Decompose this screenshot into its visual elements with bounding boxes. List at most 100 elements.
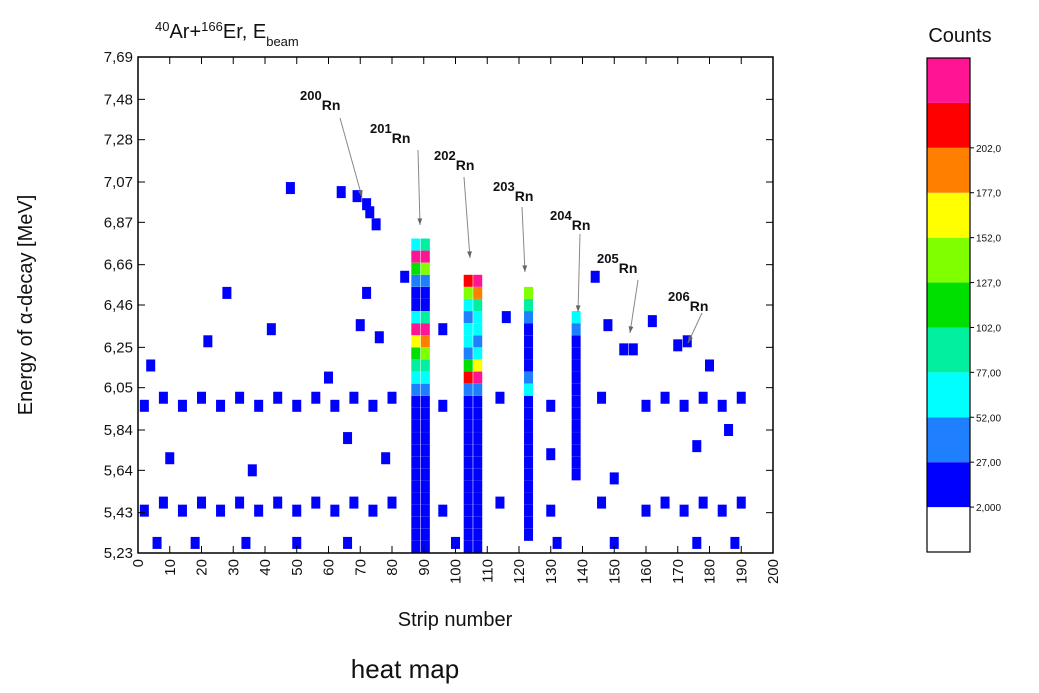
heat-cell [473, 504, 483, 517]
y-tick-label: 7,48 [104, 91, 133, 108]
x-axis-label: Strip number [398, 609, 513, 631]
heat-cell [420, 480, 430, 493]
heat-cell [571, 311, 581, 324]
heat-cell [411, 323, 421, 336]
heat-cell [524, 419, 534, 432]
heat-cell [524, 432, 534, 445]
heat-cell [177, 504, 187, 517]
heat-cell [736, 496, 746, 509]
heat-cell [717, 504, 727, 517]
x-tick-label: 150 [606, 559, 623, 584]
heat-cell [420, 311, 430, 324]
heat-cell [463, 395, 473, 408]
heat-cell [524, 286, 534, 299]
heat-cell [473, 540, 483, 553]
title-part: Er, E [223, 21, 266, 43]
heat-cell [368, 504, 378, 517]
annotation: 200Rn [300, 88, 340, 113]
heat-cell [343, 536, 353, 549]
heat-cell [524, 383, 534, 396]
heat-cell [473, 456, 483, 469]
heat-cell [139, 399, 149, 412]
colorbar-tick-label: 27,00 [976, 458, 1001, 469]
colorbar-band [927, 147, 970, 193]
x-tick-label: 120 [511, 559, 528, 584]
x-tick-label: 10 [162, 559, 179, 576]
heat-cell [473, 432, 483, 445]
annotation-arrow [629, 279, 639, 334]
annotation-mass: 200 [300, 88, 322, 103]
heat-cell [679, 504, 689, 517]
colorbar-tick-label: 152,0 [976, 234, 1001, 245]
annotation-mass: 204 [550, 208, 572, 223]
heat-cell [311, 391, 321, 404]
y-axis-label: Energy of α-decay [MeV] [15, 195, 37, 416]
heat-cell [730, 536, 740, 549]
heat-cell [641, 504, 651, 517]
heat-cell [411, 432, 421, 445]
heat-cell [546, 504, 556, 517]
heat-cell [330, 504, 340, 517]
y-tick-label: 6,66 [104, 257, 133, 274]
heat-cell [420, 335, 430, 348]
heat-cell [241, 536, 251, 549]
heat-cell [597, 496, 607, 509]
heat-cell [411, 299, 421, 311]
heat-cell [165, 452, 175, 465]
heat-cell [609, 472, 619, 485]
heat-cell [660, 391, 670, 404]
heat-cell [473, 395, 483, 408]
title-part: Ar+ [169, 21, 201, 43]
colorbar-tick-label: 52,00 [976, 413, 1001, 424]
heat-cell [411, 419, 421, 432]
heat-cell [717, 399, 727, 412]
heat-cell [343, 432, 353, 445]
heat-cell [438, 504, 448, 517]
heat-cell [571, 383, 581, 396]
heat-cell [571, 347, 581, 360]
heat-cell [619, 343, 629, 356]
heat-cell [420, 371, 430, 384]
x-tick-label: 160 [638, 559, 655, 584]
heat-cell [463, 480, 473, 493]
heat-cell [463, 347, 473, 360]
y-tick-label: 5,43 [104, 505, 133, 522]
annotation: 202Rn [434, 148, 474, 173]
heat-cell [473, 311, 483, 324]
colorbar-title: Counts [928, 25, 991, 47]
annotation-element: Rn [515, 188, 534, 204]
heat-cell [463, 444, 473, 457]
colorbar-band [927, 417, 970, 463]
heat-cell [420, 419, 430, 432]
annotation-arrowhead [417, 218, 423, 225]
y-tick-label: 7,07 [104, 174, 133, 191]
heat-cell [438, 399, 448, 412]
heat-cell [473, 299, 483, 311]
heat-cell [420, 540, 430, 553]
heat-cell [411, 311, 421, 324]
heat-cell [647, 315, 657, 328]
x-tick-label: 30 [225, 559, 242, 576]
heat-cell [705, 359, 714, 372]
heat-cell [420, 407, 430, 420]
heat-cell [524, 407, 534, 420]
colorbar-band [927, 462, 970, 508]
heat-cell [524, 456, 534, 469]
annotation-element: Rn [392, 130, 411, 146]
heat-cell [311, 496, 321, 509]
heat-cell [420, 432, 430, 445]
heat-cell [571, 335, 581, 348]
heat-cell [420, 274, 430, 287]
heat-cell [501, 311, 511, 324]
heat-cell [411, 286, 421, 299]
colorbar-tick-label: 127,0 [976, 279, 1001, 290]
annotation: 206Rn [668, 289, 708, 314]
heat-cell [420, 299, 430, 311]
heat-cell [352, 190, 362, 203]
heat-cell [473, 383, 483, 396]
heat-cell [158, 496, 168, 509]
heat-cell [524, 311, 534, 324]
heat-cell [590, 270, 600, 283]
colorbar-band [927, 372, 970, 418]
colorbar-frame [926, 57, 971, 553]
